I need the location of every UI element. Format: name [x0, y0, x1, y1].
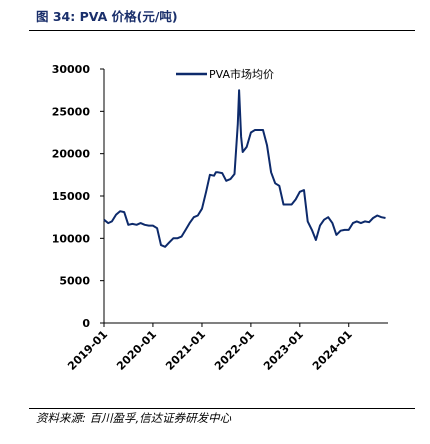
y-tick-label: 10000: [52, 232, 91, 245]
source-note: 资料来源: 百川盈孚,信达证券研发中心: [36, 411, 232, 425]
y-tick-label: 15000: [52, 190, 91, 203]
x-tick-label: 2019-01: [65, 328, 110, 373]
y-tick-label: 30000: [52, 63, 91, 76]
source-divider: [29, 408, 415, 409]
title-divider: [29, 30, 415, 31]
y-axis-ticks: 0 5000 10000 15000 20000 25000 30000: [52, 63, 104, 330]
y-tick-label: 5000: [59, 275, 90, 288]
axes: [103, 69, 388, 324]
legend: PVA市场均价: [176, 67, 274, 81]
x-tick-label: 2020-01: [114, 328, 159, 373]
y-tick-label: 0: [82, 317, 90, 330]
x-axis-ticks: 2019-01 2020-01 2021-01 2022-01 2023-01 2024-…: [65, 323, 355, 373]
x-tick-label: 2024-01: [310, 328, 355, 373]
y-tick-label: 25000: [52, 105, 91, 118]
y-tick-label: 20000: [52, 148, 91, 161]
x-tick-label: 2023-01: [261, 328, 306, 373]
x-tick-label: 2021-01: [163, 328, 208, 373]
x-tick-label: 2022-01: [212, 328, 257, 373]
series-layer: [103, 89, 386, 248]
series-line: [103, 89, 386, 248]
figure-title: 图 34: PVA 价格(元/吨): [36, 9, 178, 24]
legend-label: PVA市场均价: [209, 67, 274, 81]
